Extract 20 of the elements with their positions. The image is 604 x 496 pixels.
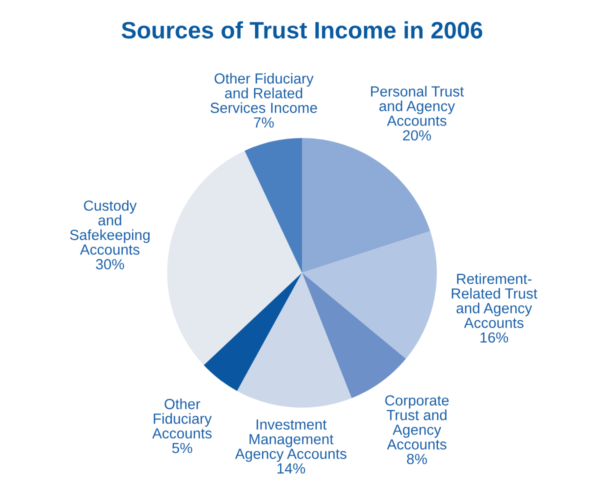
pie-slice xyxy=(237,272,352,408)
slice-label: Corporate Trust and Agency Accounts xyxy=(385,395,449,450)
slice-label: Retirement- Related Trust and Agency Accounts xyxy=(452,273,538,328)
pie-slice xyxy=(204,272,302,391)
pie-slice xyxy=(244,138,302,273)
data-label: 30% xyxy=(96,259,124,270)
pie-slice xyxy=(302,231,437,359)
pie-slice xyxy=(167,150,302,366)
slice-label: Investment Management Agency Accounts xyxy=(235,419,346,462)
data-label: 20% xyxy=(403,130,431,141)
slice-label: Other Fiduciary and Related Services Income xyxy=(210,72,318,113)
data-label: 14% xyxy=(278,463,306,474)
data-label: 7% xyxy=(254,117,274,128)
data-label: 8% xyxy=(407,454,427,464)
chart-title: Sources of Trust Income in 2006 xyxy=(122,21,482,39)
data-label: 5% xyxy=(172,442,192,454)
data-label: 16% xyxy=(480,332,508,343)
slice-label: Custody and Safekeeping Accounts xyxy=(70,200,150,255)
slice-label: Other Fiduciary Accounts xyxy=(152,398,212,439)
slice-label: Personal Trust and Agency Accounts xyxy=(371,86,464,126)
